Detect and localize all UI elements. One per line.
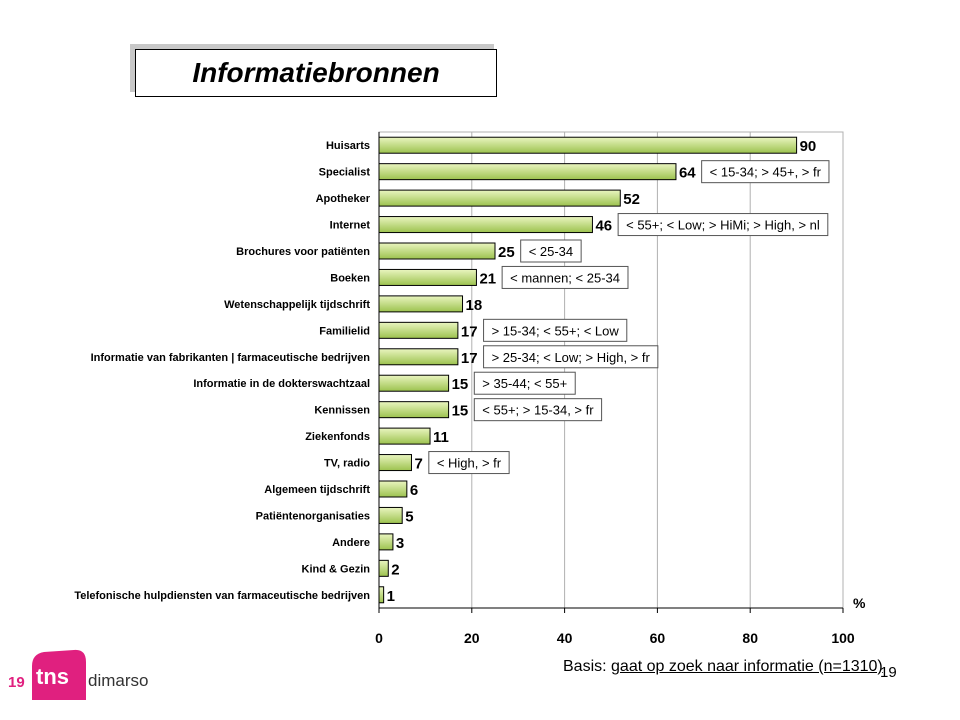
x-tick-label: 40: [557, 630, 573, 646]
basis-prefix: Basis:: [563, 658, 612, 675]
category-label: Kind & Gezin: [302, 563, 371, 575]
x-tick-label: 100: [831, 630, 855, 646]
annotation-text: > 35-44; < 55+: [482, 376, 567, 391]
category-label: Informatie in de dokterswachtzaal: [193, 378, 370, 390]
category-label: Kennissen: [314, 405, 370, 417]
category-label: Apotheker: [316, 193, 371, 205]
bar: [378, 506, 403, 524]
value-label: 17: [461, 350, 478, 367]
value-label: 25: [498, 244, 515, 261]
bar: [378, 242, 496, 260]
annotation-box: [617, 213, 829, 237]
value-label: 11: [433, 429, 449, 446]
title-box: Informatiebronnen: [135, 49, 497, 97]
value-label: 90: [800, 138, 817, 155]
value-label: 18: [466, 297, 483, 314]
page-number-left: 19: [8, 674, 25, 691]
value-label: 46: [595, 218, 612, 235]
basis-text: gaat op zoek naar informatie (n=1310): [611, 658, 883, 675]
bar: [378, 480, 408, 498]
basis-footer: Basis: gaat op zoek naar informatie (n=1…: [563, 658, 883, 676]
category-label: Familielid: [319, 325, 370, 337]
category-label: Ziekenfonds: [305, 431, 370, 443]
x-tick-label: 0: [375, 630, 383, 646]
category-label: Specialist: [319, 167, 371, 179]
annotation-text: < 25-34: [529, 244, 573, 259]
bar: [378, 295, 464, 313]
category-label: Brochures voor patiënten: [236, 246, 370, 258]
bars: [378, 136, 798, 604]
logo-dimarso: dimarso: [88, 671, 148, 690]
bar: [378, 454, 412, 472]
annotation-text: > 15-34; < 55+; < Low: [492, 323, 620, 338]
value-label: 17: [461, 323, 478, 340]
bar: [378, 586, 385, 604]
axes: 0 20 40 60 80 100%: [375, 132, 866, 646]
page-title: Informatiebronnen: [192, 57, 440, 88]
value-label: 2: [391, 561, 399, 578]
annotation-text: < mannen; < 25-34: [510, 270, 620, 285]
category-label: Informatie van fabrikanten | farmaceutis…: [91, 352, 371, 364]
value-label: 3: [396, 535, 404, 552]
x-tick-label: 80: [742, 630, 758, 646]
bar: [378, 321, 459, 339]
annotation-text: < 55+; > 15-34, > fr: [482, 403, 594, 418]
category-label: Huisarts: [326, 140, 370, 152]
bar: [378, 401, 450, 419]
category-label: Boeken: [330, 272, 370, 284]
annotation-box: [520, 239, 582, 263]
annotation-box: [501, 265, 629, 289]
annotation-text: > 25-34; < Low; > High, > fr: [492, 350, 651, 365]
value-label: 5: [405, 508, 413, 525]
category-label: Wetenschappelijk tijdschrift: [224, 299, 370, 311]
annotation-box: [701, 160, 830, 184]
bar: [378, 163, 677, 181]
bar: [378, 136, 798, 154]
category-label: Patiëntenorganisaties: [256, 510, 370, 522]
x-tick-label: 60: [650, 630, 666, 646]
page-number-right: 19: [880, 664, 897, 681]
annotation-box: [428, 451, 510, 475]
category-label: TV, radio: [324, 458, 370, 470]
value-label: 15: [452, 403, 469, 420]
value-label: 1: [387, 588, 395, 605]
logo-tns: tns: [36, 664, 69, 689]
value-label: 7: [414, 456, 422, 473]
value-label: 52: [623, 191, 640, 208]
bar: [378, 427, 431, 445]
category-label: Algemeen tijdschrift: [264, 484, 370, 496]
bar: [378, 189, 621, 207]
annotation-text: < 15-34; > 45+, > fr: [710, 165, 822, 180]
bar: [378, 348, 459, 366]
bar: [378, 533, 394, 551]
annotation-text: < High, > fr: [437, 456, 502, 471]
value-label: 21: [479, 270, 496, 287]
category-label: Andere: [332, 537, 370, 549]
annotation-box: [483, 318, 628, 342]
bar: [378, 216, 593, 234]
value-label: 64: [679, 165, 696, 182]
annotation-box: [483, 345, 659, 369]
tns-dimarso-logo-icon: tns dimarso: [32, 649, 148, 700]
x-tick-label: 20: [464, 630, 480, 646]
value-label: 15: [452, 376, 469, 393]
bar: [378, 268, 477, 286]
annotations: < 15-34; > 45+, > fr < 55+; < Low; > HiMi…: [428, 160, 830, 475]
bar: [378, 559, 389, 577]
unit-label: %: [853, 595, 866, 611]
value-label: 6: [410, 482, 418, 499]
bar: [378, 374, 450, 392]
category-label: Telefonische hulpdiensten van farmaceuti…: [74, 590, 370, 602]
annotation-text: < 55+; < Low; > HiMi; > High, > nl: [626, 218, 820, 233]
annotation-box: [473, 371, 576, 395]
category-label: Internet: [330, 220, 371, 232]
annotation-box: [473, 398, 603, 422]
